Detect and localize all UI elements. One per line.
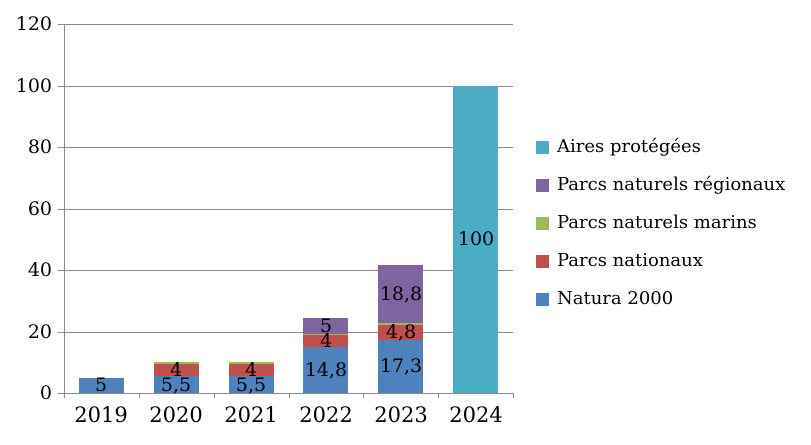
- bar-segment-label: 4,8: [385, 321, 417, 343]
- x-tick-2: [214, 393, 215, 398]
- legend-swatch: [536, 292, 549, 306]
- x-tick-4: [363, 393, 364, 398]
- bar-segment-label: 14,8: [304, 359, 348, 381]
- legend-item: Natura 2000: [536, 280, 673, 318]
- legend-label: Aires protégées: [557, 136, 701, 157]
- bar-segment: [303, 318, 348, 334]
- y-tick-100: [58, 86, 64, 87]
- gridline-y-120: [64, 24, 513, 25]
- legend-label: Parcs naturels marins: [557, 212, 757, 233]
- bar-segment-label: 17,3: [379, 355, 423, 377]
- gridline-y-80: [64, 147, 513, 148]
- legend: Aires protégées Parcs naturels régionaux P…: [536, 128, 811, 320]
- gridline-y-20: [64, 332, 513, 333]
- bar-segment-label: 18,8: [379, 283, 423, 305]
- bar-segment-label: 4: [244, 359, 258, 381]
- y-axis-line: [64, 24, 65, 398]
- bar-segment-label: 5,5: [235, 374, 267, 396]
- x-tick-3: [289, 393, 290, 398]
- legend-label: Natura 2000: [557, 288, 674, 309]
- bar-segment: [229, 363, 274, 377]
- x-axis-label: 2019: [74, 403, 128, 427]
- bar-segment-label: 4: [319, 330, 333, 352]
- x-axis-label: 2020: [149, 403, 203, 427]
- x-axis-label: 2024: [449, 403, 503, 427]
- x-tick-6: [513, 393, 514, 398]
- gridline-y-60: [64, 209, 513, 210]
- gridline-y-100: [64, 86, 513, 87]
- bar-segment: [378, 323, 423, 326]
- legend-swatch: [536, 216, 549, 230]
- bar-segment: [303, 333, 348, 336]
- legend-item: Parcs naturels régionaux: [536, 166, 785, 204]
- bar-segment: [303, 335, 348, 348]
- y-axis-label: 120: [15, 13, 52, 35]
- bar-segment: [229, 376, 274, 393]
- bar-segment: [154, 362, 199, 364]
- legend-label: Parcs naturels régionaux: [557, 174, 786, 195]
- legend-swatch: [536, 178, 549, 192]
- bar-segment-label: 5,5: [160, 374, 192, 396]
- bar-segment: [378, 265, 423, 324]
- legend-item: Parcs naturels marins: [536, 204, 757, 242]
- x-axis-label: 2021: [224, 403, 278, 427]
- bar-segment: [154, 363, 199, 377]
- bar-segment: [378, 325, 423, 340]
- bar-segment: [303, 347, 348, 393]
- x-tick-5: [438, 393, 439, 398]
- y-tick-120: [58, 24, 64, 25]
- y-axis-label: 80: [27, 136, 52, 158]
- bar-segment-label: 4: [169, 359, 183, 381]
- y-axis-label: 0: [39, 382, 52, 404]
- legend-item: Aires protégées: [536, 128, 701, 166]
- bar-segment: [453, 85, 498, 393]
- x-axis-label: 2023: [374, 403, 428, 427]
- gridline-y-0: [64, 393, 513, 394]
- x-tick-1: [139, 393, 140, 398]
- bar-segment: [229, 362, 274, 364]
- y-tick-0: [58, 393, 64, 394]
- bar-segment: [154, 376, 199, 393]
- bar-segment-label: 5: [94, 374, 108, 396]
- y-tick-60: [58, 209, 64, 210]
- y-axis-label: 40: [27, 259, 52, 281]
- x-tick-0: [64, 393, 65, 398]
- y-tick-20: [58, 332, 64, 333]
- x-axis-label: 2022: [299, 403, 353, 427]
- legend-item: Parcs nationaux: [536, 242, 703, 280]
- legend-swatch: [536, 140, 549, 154]
- y-axis-label: 20: [27, 321, 52, 343]
- y-tick-40: [58, 270, 64, 271]
- bar-segment: [79, 377, 124, 393]
- y-axis-label: 60: [27, 198, 52, 220]
- gridline-y-40: [64, 270, 513, 271]
- legend-swatch: [536, 254, 549, 268]
- bar-segment-label: 5: [319, 315, 333, 337]
- y-tick-80: [58, 147, 64, 148]
- y-axis-label: 100: [15, 75, 52, 97]
- bar-segment: [378, 339, 423, 393]
- bar-segment-label: 100: [457, 228, 495, 250]
- legend-label: Parcs nationaux: [557, 250, 703, 271]
